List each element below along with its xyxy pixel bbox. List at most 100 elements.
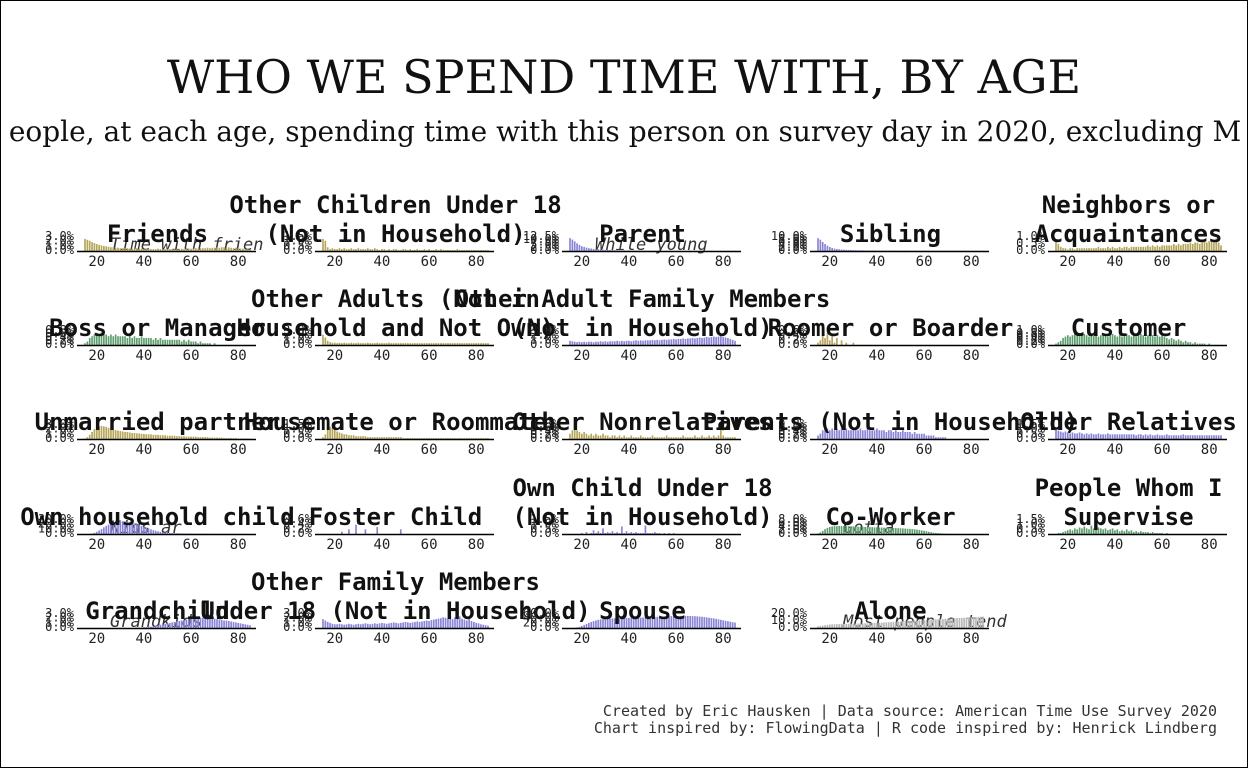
x-tick-label: 60 (668, 631, 685, 647)
bar (480, 438, 482, 439)
x-tick-label: 60 (183, 631, 200, 647)
bar (91, 432, 93, 439)
bar (475, 343, 478, 345)
bar (843, 430, 845, 439)
bar (374, 623, 376, 628)
bar (463, 438, 466, 439)
bar (173, 621, 176, 628)
chart-parents-not-in-household: 20 40 60 800.0%0.2%0.4%0.6%0.8%Parents (Not… (703, 408, 1079, 458)
bar (847, 430, 850, 439)
y-tick-label: 1.0% (283, 615, 313, 629)
bar (133, 248, 136, 251)
x-tick-label: 60 (668, 442, 685, 458)
bar (449, 343, 452, 345)
bar (345, 624, 348, 628)
bar (418, 438, 421, 439)
bar (710, 618, 713, 628)
bar (1064, 531, 1067, 534)
x-tick-label: 60 (916, 631, 933, 647)
bar (710, 437, 713, 439)
bar (859, 526, 862, 534)
bar (418, 250, 421, 251)
x-tick-label: 40 (620, 348, 637, 364)
x-tick-label: 80 (963, 254, 980, 270)
bar (1057, 342, 1060, 345)
bar (249, 249, 251, 251)
bar (1076, 529, 1079, 534)
bar (845, 623, 848, 628)
facet-title: Spouse (599, 597, 686, 625)
bar (428, 343, 430, 345)
facet-title: Other Adults (Not in Household and Not Ow… (237, 285, 555, 342)
y-tick-label: 0.0% (778, 337, 808, 351)
bar (840, 624, 843, 628)
bar (451, 619, 454, 628)
bar (864, 527, 866, 534)
bar (819, 433, 822, 439)
bar (679, 338, 682, 345)
bar (1104, 528, 1107, 534)
bar (388, 623, 390, 628)
bar (892, 621, 895, 628)
y-tick-label: 0.0% (1016, 337, 1046, 351)
bar (578, 244, 581, 251)
bar (1066, 530, 1069, 534)
bar (364, 529, 367, 534)
bar (1088, 336, 1090, 345)
bar (687, 437, 689, 439)
x-tick-label: 40 (135, 254, 152, 270)
bar (126, 521, 129, 534)
bar (103, 426, 105, 439)
y-tick-label: 4.0% (778, 237, 808, 251)
bar (209, 248, 211, 251)
bar (112, 247, 115, 251)
y-tick-label: 0.4% (283, 517, 313, 531)
x-tick-label: 20 (1059, 537, 1076, 553)
bar (1128, 531, 1130, 534)
bar (590, 533, 593, 534)
bar (1107, 433, 1109, 439)
bar (1168, 435, 1170, 439)
bar (192, 436, 195, 439)
bar (573, 428, 576, 439)
bar (1182, 342, 1185, 345)
bar (197, 618, 199, 628)
bar (1076, 433, 1079, 439)
bar (613, 250, 616, 251)
bar (176, 249, 178, 251)
bar (487, 250, 489, 251)
bar (329, 426, 331, 439)
bar (909, 620, 911, 628)
bar (324, 337, 327, 345)
bar (225, 620, 228, 628)
bar (435, 343, 437, 345)
bar (374, 248, 376, 251)
bar (147, 434, 150, 439)
bar (904, 432, 907, 439)
bar (187, 619, 190, 628)
bar (451, 343, 454, 345)
y-tick-label: 10.0% (771, 229, 808, 243)
bar (635, 340, 637, 345)
bar (682, 435, 684, 439)
bar (143, 249, 145, 251)
bar (147, 626, 150, 628)
bar (909, 528, 911, 534)
bar (463, 619, 466, 628)
bar (1203, 241, 1206, 251)
bar (482, 250, 485, 251)
y-tick-label: 0.6% (283, 512, 313, 526)
y-tick-label: 10.0% (771, 613, 808, 627)
bar (968, 617, 970, 628)
bar (447, 618, 449, 628)
bar (628, 340, 630, 345)
bar (209, 618, 211, 628)
bar (133, 336, 136, 345)
bar (1078, 527, 1081, 534)
bar (1165, 533, 1168, 534)
bar (1144, 336, 1147, 345)
bar (583, 432, 585, 439)
bar (876, 622, 878, 628)
x-tick-label: 40 (135, 442, 152, 458)
bar (173, 533, 176, 534)
